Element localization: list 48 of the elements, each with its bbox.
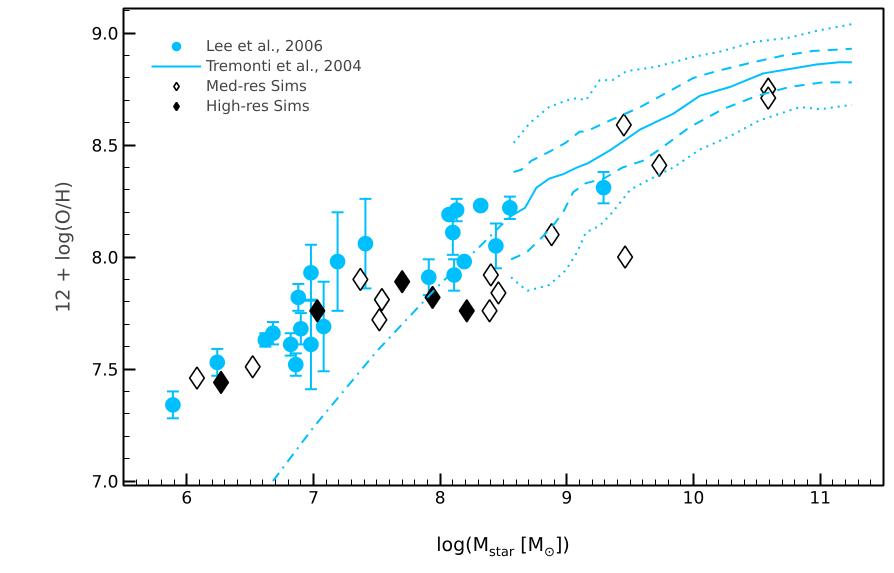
y-tick-label: 8.5 bbox=[91, 136, 119, 157]
line-series bbox=[512, 23, 853, 144]
x-tick-label: 7 bbox=[308, 488, 319, 508]
point bbox=[616, 245, 634, 269]
y-tick-label: 7.0 bbox=[91, 472, 119, 493]
point bbox=[303, 264, 319, 281]
point bbox=[282, 336, 298, 352]
point bbox=[330, 254, 346, 270]
point bbox=[490, 281, 507, 305]
x-tick-label: 8 bbox=[434, 488, 446, 508]
point bbox=[303, 336, 319, 352]
point bbox=[293, 320, 309, 337]
x-tick-label: 10 bbox=[682, 488, 704, 508]
legend-label: Tremonti et al., 2004 bbox=[206, 57, 362, 75]
line-series bbox=[510, 81, 853, 260]
point bbox=[188, 366, 206, 390]
point bbox=[358, 236, 374, 252]
y-tick-label: 8.0 bbox=[91, 248, 119, 269]
x-tick-label: 11 bbox=[809, 488, 831, 508]
point bbox=[596, 180, 612, 196]
x-tick-label: 9 bbox=[561, 488, 572, 508]
point bbox=[374, 288, 390, 312]
point bbox=[488, 238, 504, 254]
point bbox=[445, 224, 461, 240]
point bbox=[481, 299, 498, 323]
point bbox=[502, 200, 518, 216]
line-series bbox=[512, 48, 853, 173]
point bbox=[288, 356, 304, 372]
point bbox=[448, 202, 464, 218]
point bbox=[456, 254, 472, 270]
y-axis-title: 12 + log(O/H) bbox=[52, 181, 74, 313]
x-tick-label: 6 bbox=[181, 488, 192, 508]
x-axis-title: log(M$_{star}$ [M$_{⊙}$]) bbox=[436, 533, 570, 562]
point bbox=[290, 290, 306, 306]
point bbox=[212, 370, 230, 394]
point bbox=[446, 267, 462, 283]
point bbox=[165, 397, 181, 413]
legend-label: High-res Sims bbox=[206, 97, 310, 115]
legend-label: Lee et al., 2006 bbox=[206, 37, 324, 55]
y-tick-label: 9.0 bbox=[91, 24, 119, 45]
line-series bbox=[510, 104, 853, 292]
point bbox=[316, 318, 332, 334]
y-tick-label: 7.5 bbox=[91, 360, 119, 381]
point bbox=[265, 325, 281, 342]
legend-label: Med-res Sims bbox=[206, 77, 307, 95]
point bbox=[420, 269, 437, 286]
point bbox=[209, 354, 226, 370]
point bbox=[472, 198, 488, 214]
